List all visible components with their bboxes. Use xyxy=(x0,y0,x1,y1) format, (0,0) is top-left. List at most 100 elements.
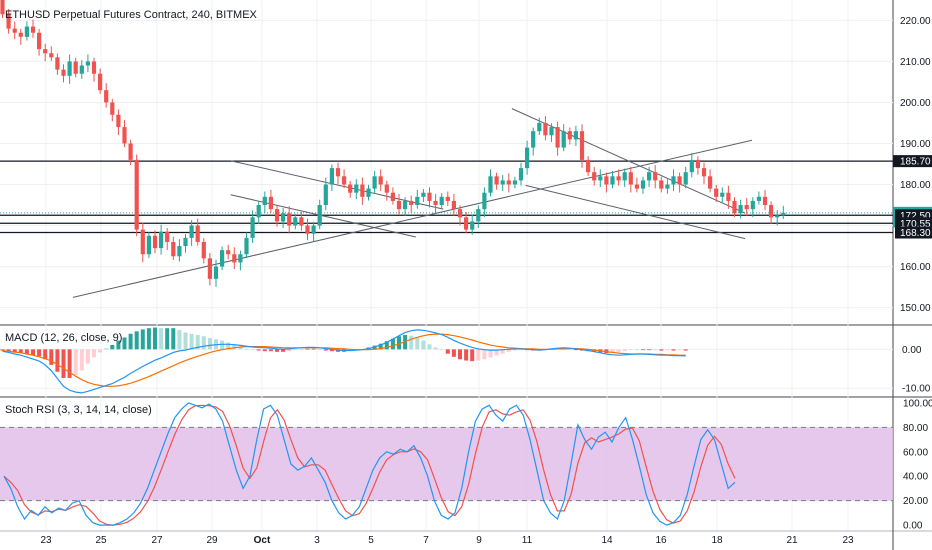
macd-histogram-bar xyxy=(421,340,426,350)
date-tick-label: 3 xyxy=(314,535,320,546)
candle xyxy=(293,217,298,226)
macd-histogram-bar xyxy=(140,329,145,350)
macd-histogram-bar xyxy=(647,349,652,351)
price-badge-label: 170.55 xyxy=(900,219,931,230)
candle xyxy=(354,184,359,193)
candle xyxy=(628,172,633,185)
candle xyxy=(488,176,493,193)
price-tick-label: 220.00 xyxy=(900,16,931,27)
macd-histogram-bar xyxy=(445,349,450,354)
candle xyxy=(262,196,267,206)
candle xyxy=(171,241,176,257)
stoch-rsi-title: Stoch RSI (3, 3, 14, 14, close) xyxy=(5,404,152,416)
macd-histogram-bar xyxy=(0,349,5,351)
candle xyxy=(427,192,432,201)
macd-histogram-bar xyxy=(262,349,267,352)
candle xyxy=(24,26,29,37)
candle xyxy=(708,176,713,189)
candle xyxy=(616,176,621,181)
candle xyxy=(49,53,54,58)
candle xyxy=(220,250,225,267)
macd-histogram-bar xyxy=(476,349,481,361)
candle xyxy=(634,184,639,189)
macd-histogram-bar xyxy=(683,349,688,351)
macd-histogram-bar xyxy=(409,335,414,350)
macd-histogram-bar xyxy=(482,349,487,360)
price-axis: 150.00160.00170.00180.00190.00200.00210.… xyxy=(893,16,932,532)
macd-histogram-bar xyxy=(43,349,48,360)
candle xyxy=(189,225,194,238)
candle xyxy=(781,212,786,216)
stoch-d-line xyxy=(3,404,736,526)
candle xyxy=(238,254,243,263)
candle xyxy=(512,180,517,185)
stoch-tick-label: 80.00 xyxy=(903,423,928,434)
date-axis: 23 25 27 29 Oct 3 5 7 9 11 14 16 18 21 23 xyxy=(40,535,854,546)
candle xyxy=(207,258,212,279)
candle xyxy=(384,184,389,193)
candle xyxy=(531,131,536,148)
date-tick-label: 18 xyxy=(711,535,723,546)
price-tick-label: 190.00 xyxy=(900,139,931,150)
macd-histogram-bar xyxy=(622,349,627,352)
price-tick-label: 200.00 xyxy=(900,98,931,109)
macd-histogram-bar xyxy=(427,344,432,350)
macd-histogram-bar xyxy=(61,349,66,378)
candle xyxy=(159,231,164,249)
macd-histogram-bar xyxy=(390,338,395,350)
candle xyxy=(610,176,615,185)
macd-histogram-bar xyxy=(305,348,310,350)
macd-histogram-bar xyxy=(250,349,255,351)
candle xyxy=(195,225,200,242)
macd-histogram-bar xyxy=(464,349,469,361)
date-tick-label: 7 xyxy=(423,535,429,546)
macd-histogram-bar xyxy=(159,328,164,350)
chart-title: ETHUSD Perpetual Futures Contract, 240, … xyxy=(5,9,258,21)
candle xyxy=(342,176,347,185)
price-badge-bg xyxy=(895,226,932,239)
macd-histogram-bar xyxy=(73,349,78,375)
macd-histogram-bar xyxy=(470,349,475,362)
price-badge-label: 185.70 xyxy=(900,157,931,168)
candle xyxy=(500,180,505,185)
candle xyxy=(421,192,426,197)
date-tick-label: 27 xyxy=(151,535,163,546)
macd-histogram-bar xyxy=(55,349,60,372)
macd-histogram-bar xyxy=(634,349,639,351)
macd-histogram-bar xyxy=(24,349,29,355)
candle xyxy=(683,172,688,185)
macd-histogram-bar xyxy=(238,346,243,350)
price-badge: 185.70 xyxy=(893,155,932,168)
macd-histogram-bar xyxy=(384,341,389,350)
candle xyxy=(445,196,450,201)
macd-tick-label: -10.00 xyxy=(902,384,931,395)
candle xyxy=(104,90,109,103)
candle xyxy=(726,192,731,201)
macd-histogram-bar xyxy=(177,330,182,350)
macd-histogram-bar xyxy=(616,349,621,353)
candle xyxy=(37,32,42,50)
candle xyxy=(525,147,530,169)
candle xyxy=(592,172,597,181)
macd-histogram-bar xyxy=(317,349,322,351)
macd-histogram-bar xyxy=(268,349,273,352)
candle xyxy=(79,65,84,74)
candle xyxy=(85,61,90,66)
macd-histogram-bar xyxy=(659,349,664,351)
candle xyxy=(549,127,554,136)
price-badge-bg xyxy=(893,155,932,168)
macd-histogram-bar xyxy=(128,333,133,350)
candle xyxy=(134,159,139,230)
candle xyxy=(573,131,578,140)
macd-histogram-bar xyxy=(311,348,316,350)
candle xyxy=(226,250,231,255)
macd-histogram-bar xyxy=(110,344,115,350)
candle xyxy=(360,184,365,197)
price-tick-label: 180.00 xyxy=(900,180,931,191)
price-badge-label: 172.50 xyxy=(900,211,931,222)
macd-histogram-bar xyxy=(293,349,298,351)
date-tick-label: 5 xyxy=(368,535,374,546)
macd-histogram-bar xyxy=(671,349,676,351)
candle xyxy=(653,172,658,181)
